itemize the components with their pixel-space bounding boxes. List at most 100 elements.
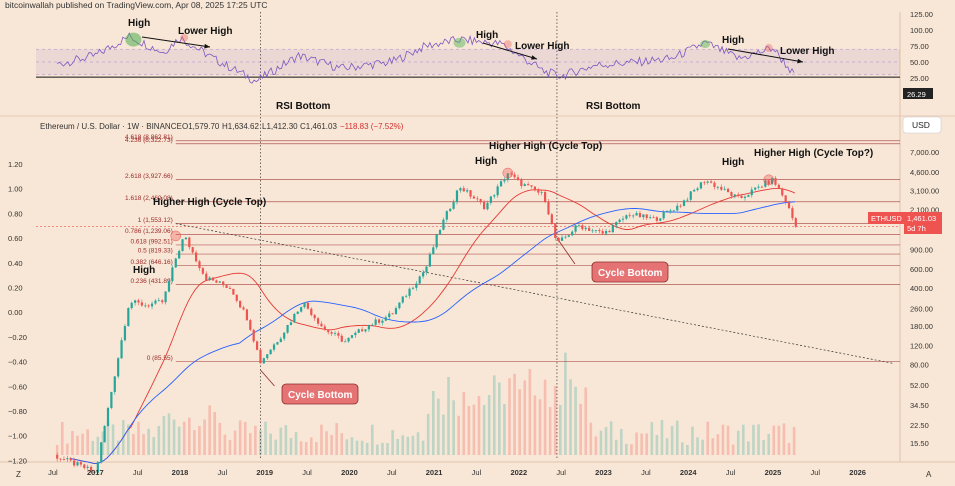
rsi-arrow-head — [531, 55, 537, 60]
candle-body — [716, 186, 719, 188]
annotation-rsi-high-2: High — [476, 30, 498, 41]
volume-bar — [584, 387, 588, 455]
candle-body — [672, 210, 675, 212]
candle-body — [320, 323, 323, 327]
ma-short-line — [69, 187, 796, 465]
cycle-top-marker — [763, 174, 774, 186]
left-axis-tick: 0.20 — [8, 284, 23, 293]
candle-body — [703, 182, 706, 184]
candle-body — [300, 307, 303, 312]
candle-body — [591, 230, 594, 232]
volume-bar — [172, 419, 176, 455]
currency-badge[interactable] — [902, 116, 942, 134]
annotation-high-2024: High — [722, 157, 744, 168]
annotation-rsi-bottom-1: RSI Bottom — [276, 101, 331, 112]
candle-body — [571, 231, 574, 236]
volume-bar — [614, 439, 618, 455]
volume-bar — [559, 404, 562, 455]
fib-level-label: 0.618 (992.51) — [130, 238, 172, 245]
volume-bar — [304, 442, 308, 455]
candle-body — [621, 218, 625, 220]
volume-bar — [518, 389, 521, 455]
symbol-pair: Ethereum / U.S. Dollar · 1W · BINANCE — [40, 122, 182, 131]
candle-body — [557, 237, 560, 241]
fib-level-label: 4.618 (8,862.81) — [125, 134, 173, 141]
candle-body — [645, 214, 648, 218]
volume-bar — [772, 425, 776, 455]
fib-level-label: 0 (85.55) — [147, 355, 173, 362]
candle-body — [249, 320, 252, 330]
candle-body — [516, 177, 520, 180]
volume-bar — [66, 443, 69, 455]
candle-body — [642, 214, 645, 218]
rsi-arrow — [141, 36, 211, 48]
candle-body — [537, 190, 540, 193]
candle-body — [235, 294, 238, 301]
candle-body — [123, 326, 127, 341]
footer-left[interactable]: Z — [16, 470, 21, 479]
candle-body — [283, 332, 286, 339]
candle-body — [554, 223, 557, 238]
candle-body — [760, 186, 764, 188]
candle-body — [604, 230, 608, 234]
cycle-top-marker — [170, 230, 182, 242]
volume-bar — [152, 436, 156, 455]
candle-body — [201, 268, 204, 274]
footer-right[interactable]: A — [926, 470, 932, 479]
candle-body — [62, 459, 66, 460]
candle-body — [293, 313, 296, 323]
volume-bar — [223, 434, 227, 455]
publisher-text: bitcoinwallah published on TradingView.c… — [5, 0, 268, 10]
fibonacci-levels: 4.618 (8,862.81)4.236 (8,322.73) 2.618 (3… — [36, 134, 900, 362]
callout-pointer — [260, 369, 275, 387]
volume-bar — [299, 441, 303, 455]
candle-body — [59, 458, 62, 460]
time-axis-tick: Jul — [810, 468, 820, 477]
candle-body — [754, 187, 757, 190]
candle-body — [215, 280, 218, 283]
candle-body — [506, 173, 509, 180]
volume-bar — [401, 435, 405, 455]
candle-body — [344, 341, 347, 343]
right-axis-tick: 600.00 — [910, 265, 933, 274]
candle-body — [405, 295, 408, 297]
volume-bar — [381, 442, 384, 455]
volume-bar — [706, 421, 710, 455]
candle-body — [327, 329, 330, 333]
candle-body — [520, 179, 523, 187]
candle-body — [194, 252, 198, 262]
candle-body — [167, 280, 171, 292]
time-axis-tick: 2021 — [426, 468, 443, 477]
text-layer: bitcoinwallah published on TradingView.c… — [5, 0, 942, 479]
callout-pointer — [556, 237, 576, 265]
volume-bar — [325, 431, 328, 455]
fib-level-label: 0.382 (646.16) — [130, 259, 172, 266]
candle-body — [574, 225, 577, 232]
candle-body — [96, 462, 99, 473]
candle-body — [106, 407, 110, 427]
candle-body — [110, 391, 113, 408]
candle-body — [750, 189, 753, 196]
volume-bar — [477, 396, 481, 455]
fib-level-label: 1 (1,553.12) — [138, 217, 173, 224]
fib-level-label: 0.5 (819.33) — [138, 248, 173, 255]
candle-body — [377, 319, 381, 323]
volume-bar — [533, 395, 537, 455]
candle-body — [313, 315, 316, 319]
volume-bar — [370, 424, 374, 455]
volume-bar — [269, 433, 272, 455]
volume-bar — [284, 425, 288, 455]
left-axis-tick: 1.20 — [8, 160, 23, 169]
volume-bar — [106, 420, 110, 455]
candle-body — [442, 219, 445, 230]
annotation-cycle-bottom-2: Cycle Bottom — [598, 268, 663, 279]
candle-body — [174, 258, 177, 268]
annotation-cycle-bottom-1: Cycle Bottom — [288, 390, 353, 401]
time-axis-tick: Jul — [387, 468, 397, 477]
volume-bar — [452, 400, 455, 455]
candle-body — [310, 308, 313, 316]
candle-body — [608, 230, 611, 233]
candle-body — [662, 211, 665, 219]
candle-body — [198, 261, 201, 269]
candle-body — [503, 179, 506, 182]
